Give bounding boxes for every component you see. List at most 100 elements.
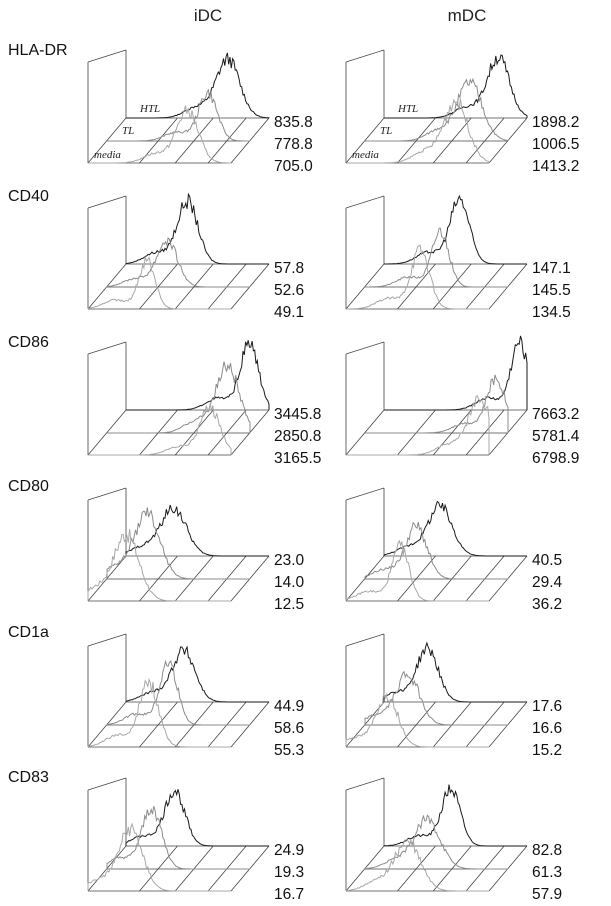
mfi-value: 14.0	[274, 574, 305, 591]
histogram-frame	[87, 487, 270, 602]
histogram-media	[87, 677, 231, 748]
mfi-value: 29.4	[532, 574, 563, 591]
histogram-svg	[87, 192, 270, 310]
mfi-value: 49.1	[274, 304, 305, 321]
mfi-value: 24.9	[274, 842, 305, 859]
histogram-media	[346, 394, 490, 456]
histogram-media	[87, 256, 231, 310]
mfi-value: 23.0	[274, 552, 305, 569]
histogram-svg	[345, 487, 528, 602]
marker-label: CD80	[8, 478, 49, 495]
histogram-media	[345, 539, 489, 602]
histogram-frame	[345, 633, 528, 748]
histogram-htl	[126, 52, 270, 119]
histogram-svg	[87, 633, 270, 748]
histogram-panel	[344, 334, 611, 470]
histogram-panel	[86, 334, 386, 470]
marker-label: CD1a	[8, 624, 49, 641]
mfi-value: 55.3	[274, 742, 305, 759]
mfi-value: 147.1	[532, 260, 571, 277]
histogram-svg	[87, 777, 270, 892]
mfi-value: 705.0	[274, 158, 313, 175]
histogram-tl	[364, 521, 508, 580]
mfi-value: 7663.2	[532, 406, 580, 423]
histogram-tl	[365, 77, 509, 142]
series-label-media: media	[352, 149, 379, 161]
histogram-tl	[107, 361, 251, 434]
series-label-tl: TL	[380, 125, 392, 137]
histogram-svg	[87, 487, 270, 602]
histogram-svg	[345, 194, 528, 310]
histogram-htl	[384, 54, 528, 119]
mfi-value: 19.3	[274, 864, 305, 881]
mfi-value: 3165.5	[274, 450, 322, 467]
mfi-value: 1006.5	[532, 136, 580, 153]
histogram-frame	[345, 49, 528, 164]
histogram-htl	[125, 789, 269, 847]
histogram-panel: HTL TL media	[86, 42, 386, 178]
histogram-frame	[87, 49, 270, 164]
mfi-value: 15.2	[532, 742, 563, 759]
mfi-value: 134.5	[532, 304, 571, 321]
mfi-value: 82.8	[532, 842, 563, 859]
histogram-htl	[383, 784, 527, 847]
marker-label: CD83	[8, 769, 49, 786]
marker-label: CD40	[8, 188, 49, 205]
mfi-value: 44.9	[274, 698, 305, 715]
mfi-value: 778.8	[274, 136, 313, 153]
histogram-media	[346, 244, 489, 310]
marker-label: HLA-DR	[8, 42, 68, 59]
histogram-frame	[345, 195, 528, 310]
histogram-tl	[364, 814, 508, 870]
mfi-value: 16.7	[274, 886, 305, 903]
histogram-panel	[86, 188, 386, 324]
histogram-panel	[344, 480, 611, 616]
histogram-media	[88, 403, 232, 456]
mfi-value: 1413.2	[532, 158, 580, 175]
histogram-media	[87, 822, 231, 892]
histogram-frame	[345, 341, 528, 456]
mfi-value: 2850.8	[274, 428, 322, 445]
mfi-value: 61.3	[532, 864, 563, 881]
histogram-tl	[106, 507, 250, 580]
series-label-htl: HTL	[397, 103, 418, 115]
histogram-tl	[365, 227, 508, 288]
mfi-value: 52.6	[274, 282, 305, 299]
histogram-htl	[125, 645, 269, 703]
histogram-htl	[125, 504, 269, 557]
histogram-svg	[345, 335, 528, 456]
mfi-value: 5781.4	[532, 428, 580, 445]
histogram-frame	[345, 777, 528, 892]
histogram-htl	[384, 194, 527, 265]
histogram-htl	[126, 340, 270, 411]
histogram-panel	[344, 770, 611, 906]
histogram-panel	[344, 188, 611, 324]
histogram-htl	[125, 192, 269, 265]
histogram-tl	[364, 670, 508, 726]
mfi-value: 12.5	[274, 596, 305, 613]
histogram-panel	[86, 480, 386, 616]
mfi-value: 17.6	[532, 698, 563, 715]
histogram-panel	[86, 770, 386, 906]
histogram-tl	[107, 88, 250, 142]
column-header-idc: iDC	[193, 6, 223, 25]
histogram-frame	[87, 777, 270, 892]
histogram-svg	[345, 633, 528, 748]
mfi-value: 57.8	[274, 260, 305, 277]
mfi-value: 145.5	[532, 282, 571, 299]
mfi-value: 57.9	[532, 886, 563, 903]
mfi-value: 58.6	[274, 720, 305, 737]
series-label-htl: HTL	[139, 103, 160, 115]
histogram-panel	[86, 626, 386, 762]
mfi-value: 6798.9	[532, 450, 580, 467]
histogram-media	[88, 105, 231, 164]
histogram-svg	[345, 777, 528, 892]
mfi-value: 36.2	[532, 596, 563, 613]
histogram-htl	[383, 641, 527, 703]
histogram-media	[346, 98, 490, 164]
histogram-tl	[106, 805, 250, 870]
histogram-frame	[87, 195, 270, 310]
mfi-value: 3445.8	[274, 406, 322, 423]
